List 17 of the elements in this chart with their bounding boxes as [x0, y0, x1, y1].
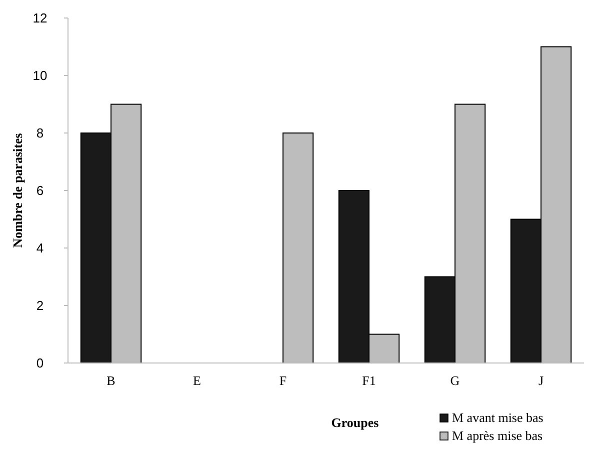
y-tick-label: 6 [36, 183, 44, 198]
x-tick-label: F [279, 373, 287, 388]
y-tick-label: 8 [36, 126, 44, 141]
y-tick-label: 10 [32, 68, 48, 84]
x-tick-label: G [450, 373, 460, 388]
x-tick-label: J [538, 373, 544, 388]
y-tick-label: 2 [36, 298, 44, 314]
x-axis-title: Groupes [331, 415, 379, 430]
legend-label: M après mise bas [452, 428, 543, 443]
legend-label: M avant mise bas [452, 410, 544, 425]
x-tick-label: E [193, 373, 202, 388]
y-axis-title: Nombre de parasites [10, 133, 25, 248]
y-tick-label: 4 [36, 240, 44, 256]
x-tick-label: B [106, 373, 116, 388]
x-tick-label: F1 [362, 373, 376, 388]
y-tick-label: 12 [32, 10, 48, 26]
y-tick-label: 0 [36, 356, 44, 371]
